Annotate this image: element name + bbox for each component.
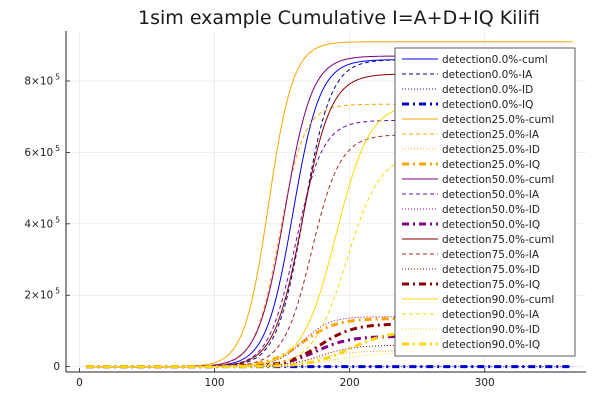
legend-label-19: detection90.0%-IQ	[442, 339, 540, 351]
y-tick-label-2: 4×10 5	[24, 215, 60, 230]
legend-label-4: detection25.0%-cuml	[442, 114, 554, 126]
legend-label-10: detection50.0%-ID	[442, 204, 540, 216]
legend-label-11: detection50.0%-IQ	[442, 219, 540, 231]
legend-label-9: detection50.0%-IA	[442, 189, 540, 201]
legend-label-12: detection75.0%-cuml	[442, 234, 554, 246]
y-tick-label-4: 8×10 5	[24, 72, 60, 87]
y-tick-label-3: 6×10 5	[24, 144, 60, 159]
legend-box	[394, 47, 576, 357]
axes: 0 100 200 300 0 2×10 5 4×10 5 6×10 5 8×10 5	[24, 31, 586, 389]
legend-label-15: detection75.0%-IQ	[442, 279, 540, 291]
legend-label-14: detection75.0%-ID	[442, 264, 540, 276]
x-tick-label-0: 0	[76, 377, 83, 389]
legend-label-0: detection0.0%-cuml	[442, 54, 548, 66]
x-tick-label-1: 100	[205, 377, 225, 389]
series-line-17	[86, 151, 573, 368]
legend-label-18: detection90.0%-ID	[442, 324, 540, 336]
legend-label-13: detection75.0%-IA	[442, 249, 540, 261]
legend-label-17: detection90.0%-IA	[442, 309, 540, 321]
x-tick-label-2: 200	[340, 377, 360, 389]
y-tick-label-1: 2×10 5	[24, 287, 60, 302]
y-tick-label-0: 0	[53, 361, 60, 373]
legend-label-16: detection90.0%-cuml	[442, 294, 554, 306]
legend: detection0.0%-cuml detection0.0%-IA detect…	[394, 47, 576, 357]
legend-label-1: detection0.0%-IA	[442, 69, 533, 81]
chart-title: 1sim example Cumulative I=A+D+IQ Kilifi	[138, 7, 540, 29]
legend-label-7: detection25.0%-IQ	[442, 159, 540, 171]
legend-label-3: detection0.0%-IQ	[442, 99, 533, 111]
x-tick-label-3: 300	[475, 377, 495, 389]
legend-label-8: detection50.0%-cuml	[442, 174, 554, 186]
legend-label-5: detection25.0%-IA	[442, 129, 540, 141]
legend-label-2: detection0.0%-ID	[442, 84, 533, 96]
legend-label-6: detection25.0%-ID	[442, 144, 540, 156]
